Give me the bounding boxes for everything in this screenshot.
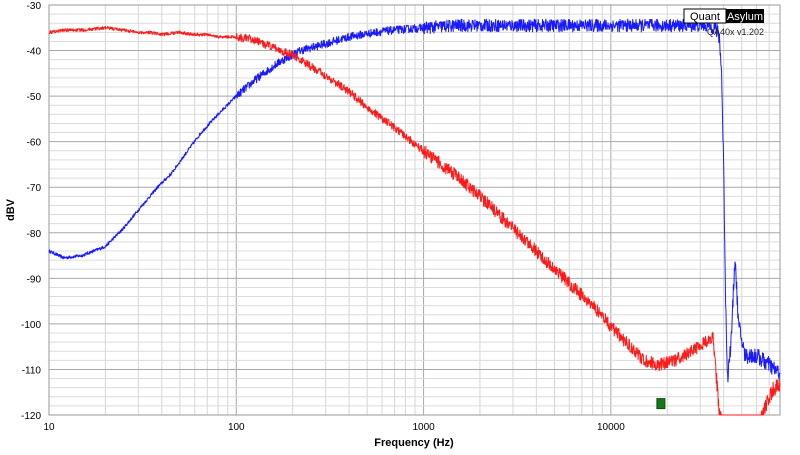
series-line-2 xyxy=(48,25,781,416)
x-tick-labels: 10 100 1000 10000 xyxy=(43,422,625,433)
y-axis-label: dBV xyxy=(5,198,17,221)
y-tick-label: -40 xyxy=(27,47,42,58)
y-tick-label: -100 xyxy=(21,320,41,331)
y-tick-label: -30 xyxy=(27,1,42,12)
y-tick-label: -120 xyxy=(21,411,41,422)
series-line-1 xyxy=(48,18,781,383)
brand-logo: Quant Asylum xyxy=(683,8,764,24)
y-tick-label: -70 xyxy=(27,183,42,194)
plot-frame xyxy=(48,4,781,416)
x-tick-label: 1000 xyxy=(412,422,435,433)
y-tick-label: -50 xyxy=(27,92,42,103)
y-tick-label: -90 xyxy=(27,274,42,285)
x-axis-label: Frequency (Hz) xyxy=(374,437,454,449)
x-tick-label: 10 xyxy=(43,422,55,433)
series-layer xyxy=(48,18,781,416)
brand-left-text: Quant xyxy=(690,11,720,23)
brand-right-text: Asylum xyxy=(727,11,763,23)
y-tick-label: -60 xyxy=(27,138,42,149)
y-tick-label: -110 xyxy=(22,365,42,376)
cursor-marker[interactable] xyxy=(656,398,666,410)
grid xyxy=(49,4,780,416)
x-tick-label: 100 xyxy=(228,422,245,433)
y-tick-labels: -30 -40 -50 -60 -70 -80 -90 -100 -110 -120 xyxy=(21,1,41,422)
version-text: QA40x v1.202 xyxy=(707,27,764,37)
y-tick-label: -80 xyxy=(27,229,42,240)
marker-layer xyxy=(656,398,666,410)
x-tick-label: 10000 xyxy=(597,422,625,433)
